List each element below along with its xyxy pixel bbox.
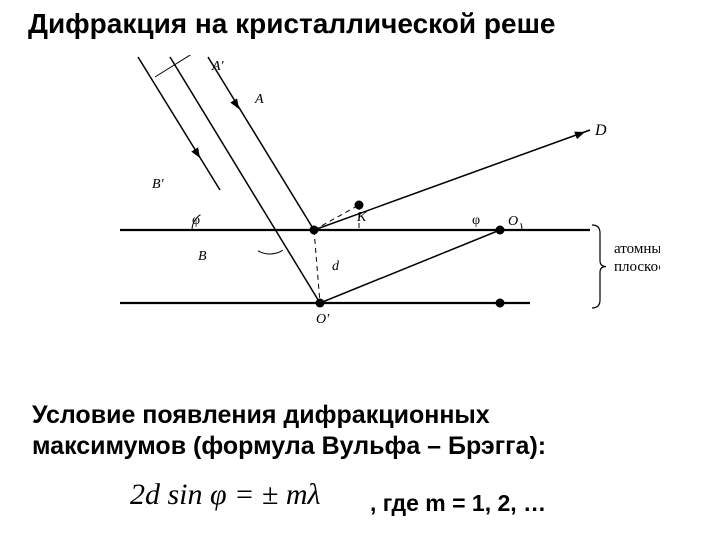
svg-text:K: K xyxy=(356,210,367,225)
svg-text:φ: φ xyxy=(472,213,480,228)
subtitle-line1: Условие появления дифракционных xyxy=(32,400,710,431)
formula-note: , где m = 1, 2, … xyxy=(370,490,546,517)
condition-subtitle: Условие появления дифракционных максимум… xyxy=(32,400,710,463)
svg-text:A': A' xyxy=(211,59,225,74)
svg-text:d: d xyxy=(332,259,340,274)
svg-text:B': B' xyxy=(152,177,165,192)
svg-text:O: O xyxy=(508,214,518,229)
svg-text:атомные: атомные xyxy=(614,241,660,257)
svg-text:плоскости: плоскости xyxy=(614,259,660,275)
svg-text:D: D xyxy=(594,122,607,139)
bragg-formula: 2d sin φ = ± mλ xyxy=(130,478,320,512)
svg-text:O': O' xyxy=(316,312,330,327)
svg-text:B: B xyxy=(198,249,207,264)
page-title: Дифракция на кристаллической реше xyxy=(28,8,556,40)
bragg-diagram: Kd φ φ O A' A B' B D O' атомные плоскости xyxy=(100,55,660,355)
svg-text:φ: φ xyxy=(192,213,200,228)
svg-text:A: A xyxy=(254,92,264,107)
subtitle-line2: максимумов (формула Вульфа – Брэгга): xyxy=(32,431,710,462)
